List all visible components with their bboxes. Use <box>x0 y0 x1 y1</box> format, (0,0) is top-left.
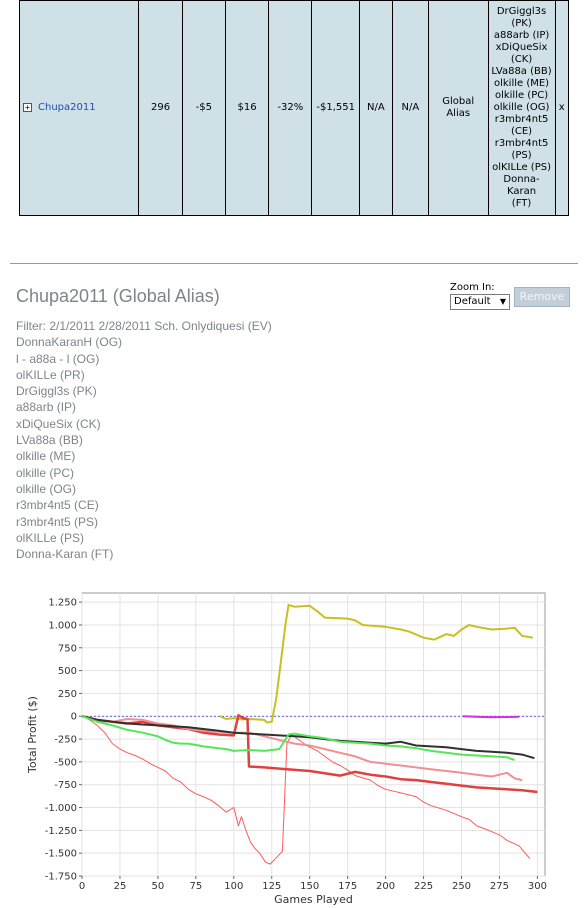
filter-line: olKILLe (PS) <box>16 530 85 545</box>
y-tick-label: -750 <box>54 780 77 791</box>
y-tick-label: -1.250 <box>45 826 77 837</box>
alias-line: r3mbr4nt5 <box>494 114 549 125</box>
x-tick-label: 25 <box>114 881 127 892</box>
alias-line: DrGiggl3s <box>496 6 547 17</box>
alias-line: (PK) <box>511 18 532 29</box>
filter-line: olkille (OG) <box>16 481 77 496</box>
x-tick-label: 0 <box>79 881 85 892</box>
alias-line: (PS) <box>511 150 532 161</box>
y-tick-label: 1.250 <box>48 598 77 609</box>
plus-box-icon[interactable]: + <box>23 102 32 112</box>
alias-line: xDiQueSix <box>495 42 548 53</box>
filter-line: olkille (ME) <box>16 449 76 464</box>
filter-line: olkille (PC) <box>16 465 75 480</box>
alias-line: olkille (PC) <box>494 90 549 101</box>
x-tick-label: 175 <box>338 881 357 892</box>
alias-line: r3mbr4nt5 <box>494 138 549 149</box>
alias-line: olKILLe (PS) <box>492 162 551 173</box>
filter-line: DonnaKaranH (OG) <box>16 335 123 350</box>
zoom-selected-value: Default <box>454 296 491 307</box>
series-line-0 <box>219 603 534 724</box>
x-axis-label: Games Played <box>274 893 353 906</box>
filter-line: a88arb (IP) <box>16 400 77 415</box>
series-line-3 <box>81 715 523 782</box>
alias-type-link[interactable]: Global Alias <box>427 0 489 216</box>
alias-line: (FT) <box>511 198 532 209</box>
x-tick-label: 275 <box>490 881 509 892</box>
y-tick-label: -1.750 <box>45 872 77 883</box>
series-line-5 <box>81 715 515 762</box>
col4-cell: $16 <box>224 0 270 216</box>
x-tick-label: 225 <box>414 881 433 892</box>
filter-line: r3mbr4nt5 (PS) <box>16 514 99 529</box>
series-line-6 <box>462 715 520 719</box>
col3-cell: -$5 <box>181 0 226 216</box>
col5-cell: -32% <box>268 0 313 216</box>
table-row: + Chupa2011 296 -$5 $16 -32% -$1,551 N/A … <box>18 0 570 216</box>
alias-line: Donna-Karan <box>503 174 540 197</box>
filter-line: r3mbr4nt5 (CE) <box>16 498 99 513</box>
x-tick-label: 125 <box>262 881 281 892</box>
y-tick-label: -1.000 <box>45 803 77 814</box>
series-line-1 <box>81 715 531 865</box>
alias-line: (CK) <box>510 54 533 65</box>
remove-row-link[interactable]: x <box>554 0 570 216</box>
x-tick-label: 250 <box>452 881 471 892</box>
filter-line: l - a88a - l (OG) <box>16 351 100 366</box>
col7-cell: N/A <box>358 0 393 216</box>
alias-line: (CE) <box>510 126 533 137</box>
y-tick-label: 0 <box>71 712 77 723</box>
filter-line: Donna-Karan (FT) <box>16 547 114 562</box>
col6-cell: -$1,551 <box>311 0 360 216</box>
y-axis-label: Total Profit ($) <box>26 696 39 774</box>
profit-chart: 0 25 50 75 100 125 150 175 200 225 250 275 300 1.250 1… <box>26 592 547 906</box>
x-tick-label: 75 <box>189 881 202 892</box>
col8-cell: N/A <box>391 0 429 216</box>
aliases-cell: DrGiggl3s (PK) a88arb (IP) xDiQueSix (CK… <box>487 0 556 216</box>
zoom-label: Zoom In: <box>450 282 495 293</box>
filter-list: Filter: 2/1/2011 2/28/2011 Sch. Onlydiqu… <box>16 318 272 562</box>
alias-line: LVa88a (BB) <box>491 66 552 77</box>
y-tick-label: -500 <box>54 757 77 768</box>
x-tick-label: 150 <box>300 881 319 892</box>
filter-line: xDiQueSix (CK) <box>16 416 101 431</box>
y-tick-label: 750 <box>58 643 77 654</box>
chevron-down-icon: ▼ <box>499 297 506 306</box>
section-divider <box>10 263 578 264</box>
x-tick-label: 50 <box>152 881 165 892</box>
x-tick-label: 200 <box>376 881 395 892</box>
plot-area <box>81 592 546 877</box>
x-tick-label: 100 <box>224 881 243 892</box>
filter-line: Filter: 2/1/2011 2/28/2011 Sch. Onlydiqu… <box>16 319 272 333</box>
games-cell: 296 <box>138 0 183 216</box>
filter-line: LVa88a (BB) <box>16 433 83 448</box>
filter-line: DrGiggl3s (PK) <box>16 384 97 399</box>
zoom-select[interactable]: Default ▼ <box>450 294 510 310</box>
results-table: + Chupa2011 296 -$5 $16 -32% -$1,551 N/A … <box>18 0 570 216</box>
player-name-link[interactable]: Chupa2011 <box>38 102 96 113</box>
x-tick-label: 300 <box>528 881 547 892</box>
alias-line: a88arb (IP) <box>493 30 550 41</box>
alias-line: olkille (OG) <box>493 102 550 113</box>
name-cell: + Chupa2011 <box>18 0 140 216</box>
y-tick-label: 1.000 <box>48 620 77 631</box>
alias-line: olkille (ME) <box>493 78 550 89</box>
y-tick-label: 500 <box>58 666 77 677</box>
y-tick-label: -250 <box>54 735 77 746</box>
y-tick-label: 250 <box>58 689 77 700</box>
section-title: Chupa2011 (Global Alias) <box>16 286 220 306</box>
filter-line: olKILLe (PR) <box>16 367 85 382</box>
y-tick-label: -1.500 <box>45 849 77 860</box>
remove-button[interactable]: Remove <box>514 287 570 307</box>
